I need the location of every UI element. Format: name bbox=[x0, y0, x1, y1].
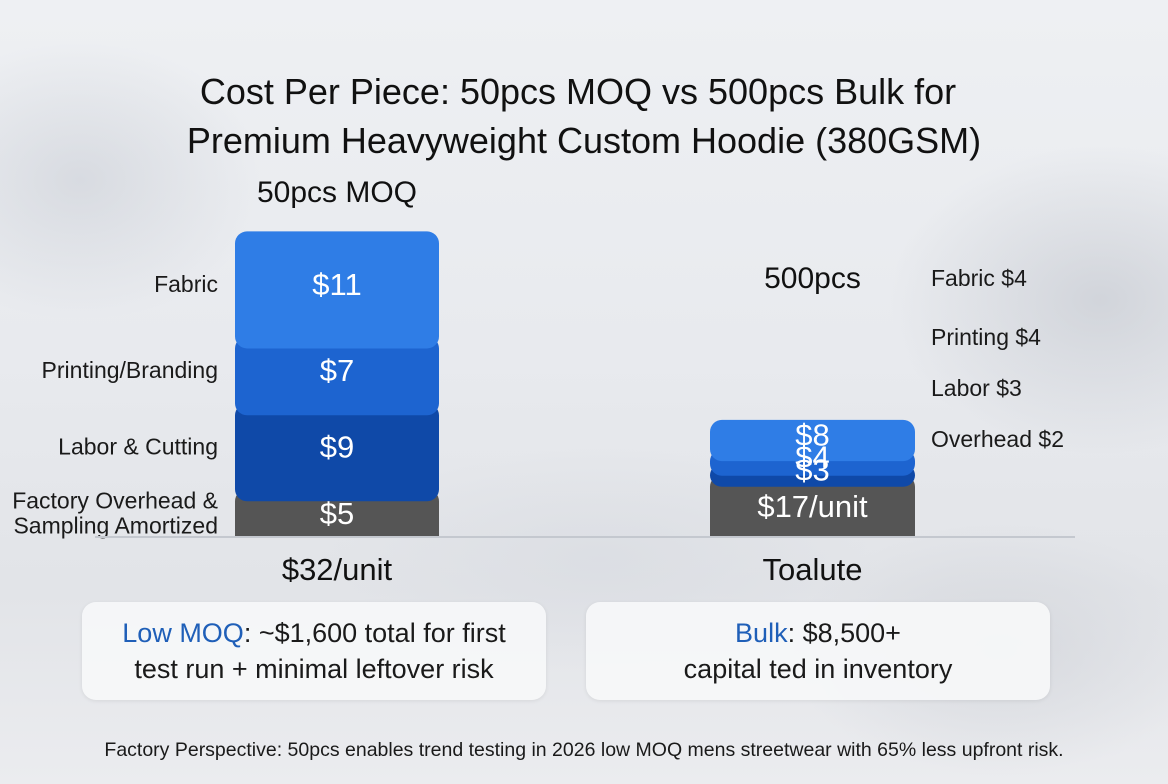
bar-2-side-label-2: Printing $4 bbox=[931, 324, 1041, 350]
bar-1-value-label-1: $11 bbox=[312, 267, 361, 302]
bar-1-category-label-2: Printing/Branding bbox=[42, 357, 218, 383]
bar-1-total-label: $32/unit bbox=[282, 552, 393, 587]
bar-1-category-label-4-line-1: Factory Overhead & bbox=[12, 488, 218, 514]
bar-2-value-label-4: $17/unit bbox=[757, 489, 868, 524]
bar-1-category-label-3: Labor & Cutting bbox=[58, 433, 218, 459]
chart-title-line-1: Cost Per Piece: 50pcs MOQ vs 500pcs Bulk… bbox=[200, 71, 956, 112]
low-moq-card-line-1: Low MOQ: ~$1,600 total for first bbox=[122, 615, 505, 651]
bar-2-header: 500pcs bbox=[764, 262, 861, 295]
bar-2-side-label-1: Fabric $4 bbox=[931, 265, 1027, 291]
low-moq-highlight: Low MOQ bbox=[122, 618, 244, 648]
bar-2-side-label-3: Labor $3 bbox=[931, 375, 1022, 401]
bar-2-segment-1 bbox=[710, 419, 915, 462]
bar-1-segment-1 bbox=[235, 231, 439, 349]
chart-title-line-2: Premium Heavyweight Custom Hoodie (380GS… bbox=[187, 120, 981, 161]
bar-1-segment-4-base bbox=[235, 523, 439, 537]
bar-1-value-label-4: $5 bbox=[320, 496, 354, 531]
bulk-line-1-text: : $8,500+ bbox=[787, 618, 901, 648]
bar-2-total-label: Toalute bbox=[763, 552, 863, 587]
bar-2-segment-4 bbox=[710, 474, 915, 537]
bulk-card-line-2: capital ted in inventory bbox=[683, 654, 953, 684]
bar-1-category-label-1: Fabric bbox=[154, 271, 218, 297]
bar-1-category-label-4-line-2: Sampling Amortized bbox=[13, 513, 218, 539]
bar-2-side-label-4: Overhead $2 bbox=[931, 426, 1064, 452]
bar-2-segment-4-base bbox=[710, 523, 915, 537]
bulk-card-line-1: Bulk: $8,500+ bbox=[735, 615, 901, 651]
bulk-card: Bulk: $8,500+ capital ted in inventory bbox=[586, 602, 1050, 700]
bar-1-segment-2 bbox=[235, 336, 439, 416]
bar-1-segment-3 bbox=[235, 403, 439, 502]
bar-1-value-label-2: $7 bbox=[320, 353, 354, 388]
low-moq-card: Low MOQ: ~$1,600 total for first test ru… bbox=[82, 602, 546, 700]
bar-2-value-label-2: $4 bbox=[795, 439, 829, 474]
footnote: Factory Perspective: 50pcs enables trend… bbox=[104, 739, 1064, 761]
bar-2-value-label-3: $3 bbox=[795, 452, 829, 487]
bar-2-value-label-1: $8 bbox=[795, 418, 829, 453]
low-moq-line-1-text: : ~$1,600 total for first bbox=[243, 618, 506, 648]
bulk-highlight: Bulk bbox=[735, 618, 788, 648]
bar-1-header: 50pcs MOQ bbox=[257, 176, 417, 209]
bars-layer: $11 $7 $9 $5 50pcs MOQ $32/unit Fabric Printing… bbox=[12, 176, 1064, 587]
low-moq-card-line-2: test run + minimal leftover risk bbox=[134, 654, 494, 684]
bar-1-value-label-3: $9 bbox=[320, 429, 354, 464]
